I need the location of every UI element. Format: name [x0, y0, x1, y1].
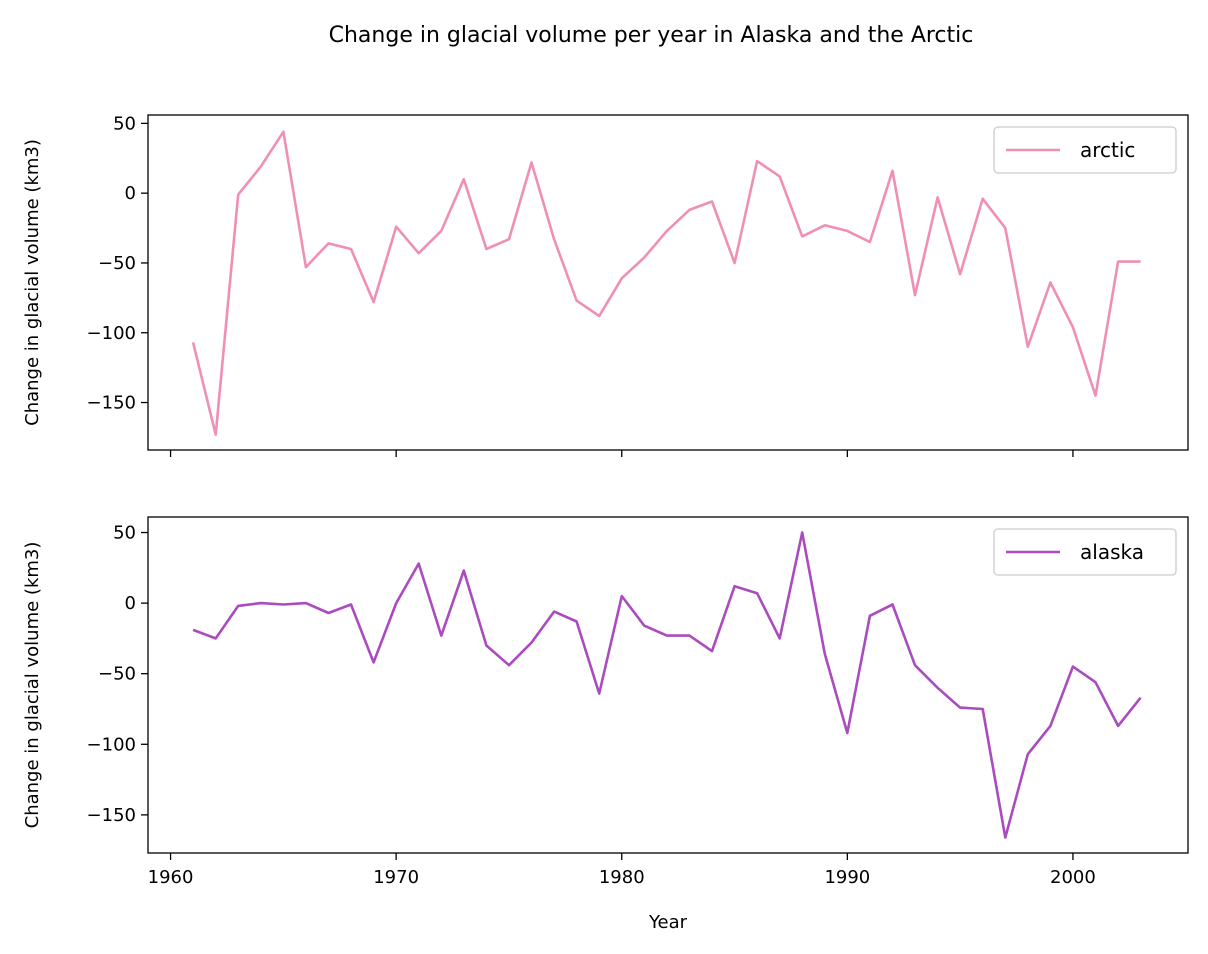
y-tick-label: 0 [125, 593, 136, 614]
y-tick-label: −150 [87, 805, 136, 826]
y-axis-label: Change in glacial volume (km3) [22, 139, 43, 426]
y-tick-label: −100 [87, 734, 136, 755]
axes-frame [147, 516, 1189, 854]
alaska-panel: 50 0 −50 −100 −150 1960 1970 1980 1990 2000 Change… [22, 516, 1189, 888]
legend-box [993, 126, 1177, 174]
y-tick-label: 0 [125, 183, 136, 204]
x-tick-label: 1960 [148, 867, 194, 888]
legend-label: arctic [1080, 138, 1135, 162]
y-tick-label: −100 [87, 323, 136, 344]
legend: alaska [993, 528, 1177, 576]
arctic-panel: 50 0 −50 −100 −150 Change in glacial volume (… [22, 113, 1189, 457]
x-tick-label: 1970 [373, 867, 419, 888]
arctic-series-line [191, 130, 1141, 436]
y-axis-label: Change in glacial volume (km3) [22, 542, 43, 829]
y-tick-label: −150 [87, 393, 136, 414]
legend: arctic [993, 126, 1177, 174]
axes-frame [147, 114, 1189, 451]
x-axis-label: Year [648, 912, 688, 933]
legend-label: alaska [1080, 540, 1144, 564]
chart-title: Change in glacial volume per year in Ala… [329, 23, 974, 48]
legend-box [993, 528, 1177, 576]
y-tick-label: 50 [113, 113, 136, 134]
x-tick-label: 1990 [824, 867, 870, 888]
y-tick-label: −50 [98, 664, 136, 685]
x-tick-label: 1980 [599, 867, 645, 888]
y-tick-label: −50 [98, 253, 136, 274]
y-tick-label: 50 [113, 523, 136, 544]
alaska-series-line [192, 531, 1142, 839]
x-tick-label: 2000 [1050, 867, 1096, 888]
